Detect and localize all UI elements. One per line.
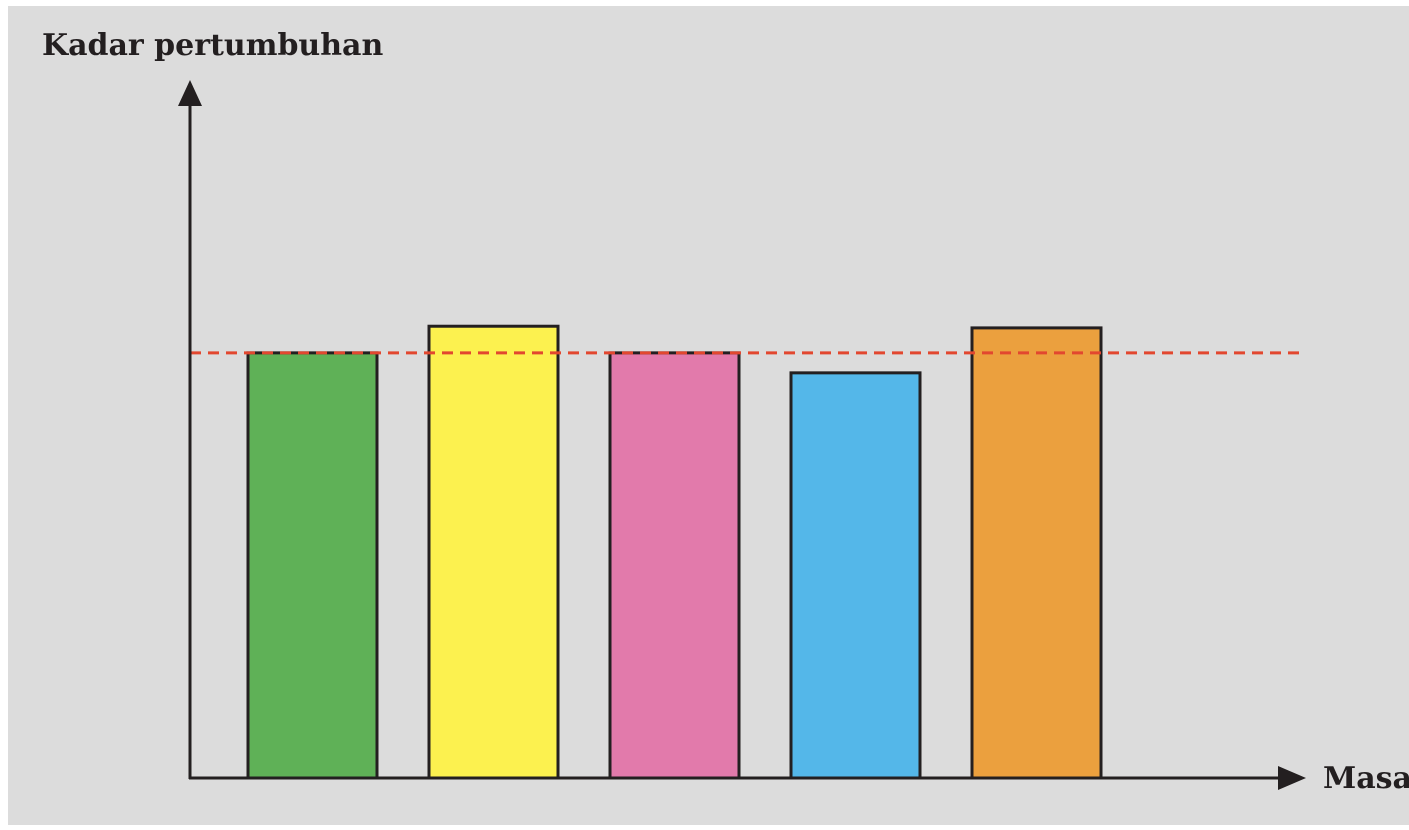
x-axis-label: Masa (1323, 761, 1409, 796)
bar-2 (427, 324, 560, 780)
bar-1 (246, 351, 379, 780)
bar-3 (608, 351, 741, 780)
y-axis-label: Kadar pertumbuhan (42, 28, 383, 63)
bar-4 (789, 371, 922, 780)
x-axis-arrowhead (1278, 766, 1306, 790)
y-axis-arrowhead (178, 80, 202, 106)
bars-layer (246, 324, 1103, 780)
bar-5 (970, 326, 1103, 780)
